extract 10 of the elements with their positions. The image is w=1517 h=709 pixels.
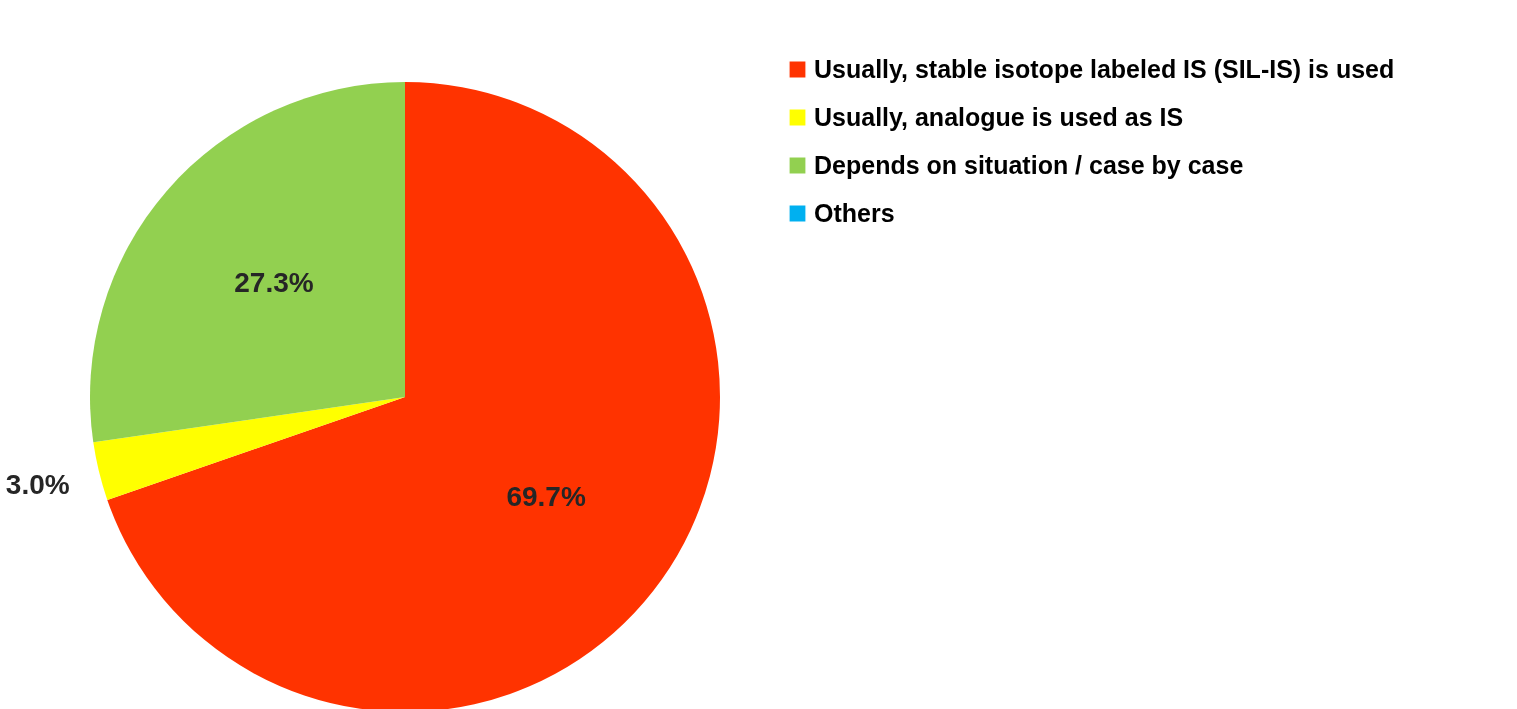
legend-label: Usually, stable isotope labeled IS (SIL-IS) is used — [814, 54, 1395, 83]
legend-label: Depends on situation / case by case — [814, 150, 1244, 179]
pie-slice — [107, 82, 720, 709]
legend-label: Others — [814, 198, 895, 227]
data-label: 69.7% — [506, 480, 586, 512]
data-label: 27.3% — [234, 266, 314, 298]
pie-slice — [93, 397, 405, 500]
pie-slice — [90, 82, 405, 443]
legend-label: Usually, analogue is used as IS — [814, 102, 1184, 131]
data-label: 3.0% — [5, 469, 70, 501]
